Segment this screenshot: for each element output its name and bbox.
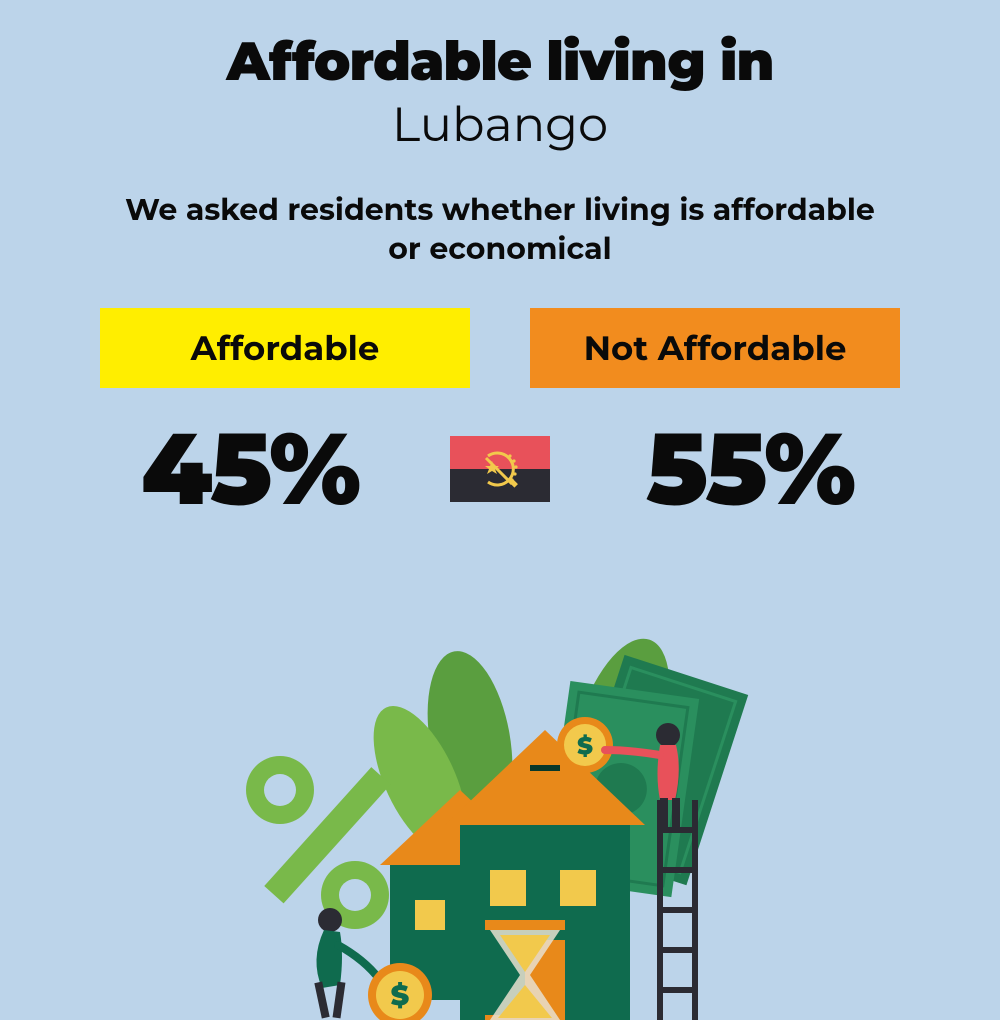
- title-line1: Affordable living in: [0, 28, 1000, 94]
- subtitle: We asked residents whether living is aff…: [0, 190, 1000, 268]
- percent-icon: [246, 756, 391, 929]
- value-affordable: 45%: [90, 408, 410, 530]
- svg-text:$: $: [577, 732, 593, 761]
- value-not-affordable: 55%: [590, 408, 910, 530]
- affordability-illustration: $ $: [190, 620, 810, 1020]
- pill-not-affordable: Not Affordable: [530, 308, 900, 388]
- values-row: 45% 55%: [0, 408, 1000, 530]
- title-line2: Lubango: [0, 96, 1000, 154]
- option-pills-row: Affordable Not Affordable: [0, 308, 1000, 388]
- angola-flag-icon: [450, 436, 550, 502]
- svg-text:$: $: [391, 979, 410, 1013]
- coin-insert-icon: $: [557, 717, 613, 773]
- pill-affordable: Affordable: [100, 308, 470, 388]
